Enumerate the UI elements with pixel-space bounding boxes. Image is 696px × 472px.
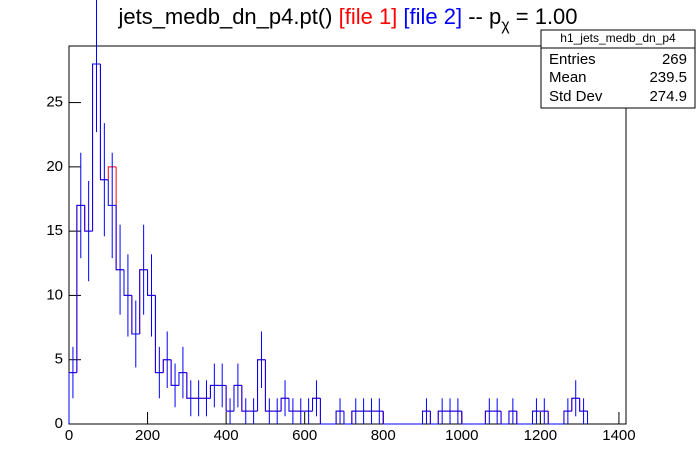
- x-tick-label: 1000: [445, 427, 478, 444]
- stats-label: Mean: [549, 69, 587, 86]
- histogram-bin: [257, 359, 266, 412]
- y-tick-label: 15: [46, 222, 63, 239]
- histogram-bin: [92, 63, 101, 232]
- histogram-bin: [288, 398, 297, 412]
- histogram-bin: [500, 411, 509, 425]
- histogram-bin: [429, 411, 439, 425]
- histogram-bin: [319, 398, 329, 425]
- histogram-bin: [437, 410, 447, 424]
- x-tick-label: 0: [65, 427, 73, 444]
- histogram-bin: [516, 411, 525, 425]
- histogram-bin: [233, 384, 242, 412]
- stats-label: Entries: [549, 51, 596, 68]
- histogram-bin: [264, 359, 274, 412]
- x-tick-label: 600: [292, 427, 317, 444]
- histogram-bin: [351, 410, 360, 424]
- y-tick-label: 20: [46, 158, 63, 175]
- histogram-bin: [516, 411, 525, 425]
- x-tick-label: 200: [135, 427, 160, 444]
- histogram-bin: [484, 410, 494, 424]
- histogram-bin: [107, 166, 117, 180]
- histogram-bin: [343, 411, 352, 425]
- histogram-bin: [154, 295, 164, 374]
- histogram-bin: [312, 397, 321, 412]
- stats-label: Std Dev: [549, 88, 603, 105]
- stats-box: h1_jets_medb_dn_p4 Entries 269 Mean 239.…: [540, 29, 696, 109]
- y-tick-label: 25: [46, 94, 63, 111]
- histogram-bin: [186, 372, 195, 399]
- stats-title: h1_jets_medb_dn_p4: [560, 31, 676, 45]
- histogram-bin: [76, 204, 85, 373]
- histogram-bin: [68, 372, 77, 424]
- histogram-bin: [84, 205, 93, 232]
- histogram-bin: [147, 269, 156, 296]
- title-part: [file 1]: [339, 4, 398, 29]
- chart-title: jets_medb_dn_p4.pt() [file 1] [file 2] -…: [117, 4, 577, 34]
- stats-frame: [540, 29, 696, 109]
- histogram-bin: [422, 410, 431, 424]
- histogram-bin: [225, 385, 234, 412]
- x-tick-label: 400: [214, 427, 239, 444]
- title-part: jets_medb_dn_p4.pt(): [117, 4, 338, 29]
- histogram-bin: [335, 410, 344, 424]
- histogram-bin: [162, 359, 172, 373]
- histogram-bin: [241, 385, 250, 412]
- histogram-bin: [532, 410, 541, 424]
- stats-value: 274.9: [649, 88, 687, 105]
- x-tick-label: 1400: [602, 427, 635, 444]
- histogram-bin: [382, 411, 392, 425]
- y-tick-label: 0: [55, 415, 63, 432]
- histogram-bin: [99, 64, 109, 181]
- title-part: -- p: [462, 4, 501, 29]
- histogram-bin: [382, 411, 392, 425]
- histogram-bin: [500, 411, 509, 425]
- y-tick-label: 10: [46, 286, 63, 303]
- histogram-bin: [461, 411, 470, 425]
- histogram-bin: [115, 205, 124, 271]
- histogram-bin: [563, 410, 572, 424]
- histogram-bin: [429, 411, 439, 425]
- x-tick-label: 800: [371, 427, 396, 444]
- histogram-bin: [343, 411, 352, 425]
- title-part: [file 2]: [397, 4, 462, 29]
- histogram-bin: [131, 295, 140, 335]
- x-tick-label: 1200: [524, 427, 557, 444]
- histogram-bin: [508, 410, 517, 424]
- histogram-bin: [209, 384, 219, 399]
- histogram-bin: [139, 269, 148, 334]
- stats-value: 239.5: [649, 69, 687, 86]
- title-part: = 1.00: [510, 4, 578, 29]
- histogram-bin: [123, 269, 132, 296]
- histogram-bin: [280, 397, 289, 412]
- histogram-bin: [107, 179, 117, 206]
- histogram-bin: [319, 398, 329, 425]
- histogram-bin: [461, 411, 470, 425]
- y-tick-label: 5: [55, 351, 63, 368]
- histogram-bin: [178, 372, 187, 386]
- histogram-bin: [571, 397, 580, 412]
- histogram-bin: [170, 359, 179, 386]
- histogram-bin: [547, 411, 557, 425]
- histogram-bin: [547, 411, 557, 425]
- title-part: χ: [501, 17, 510, 34]
- stats-value: 269: [662, 51, 687, 68]
